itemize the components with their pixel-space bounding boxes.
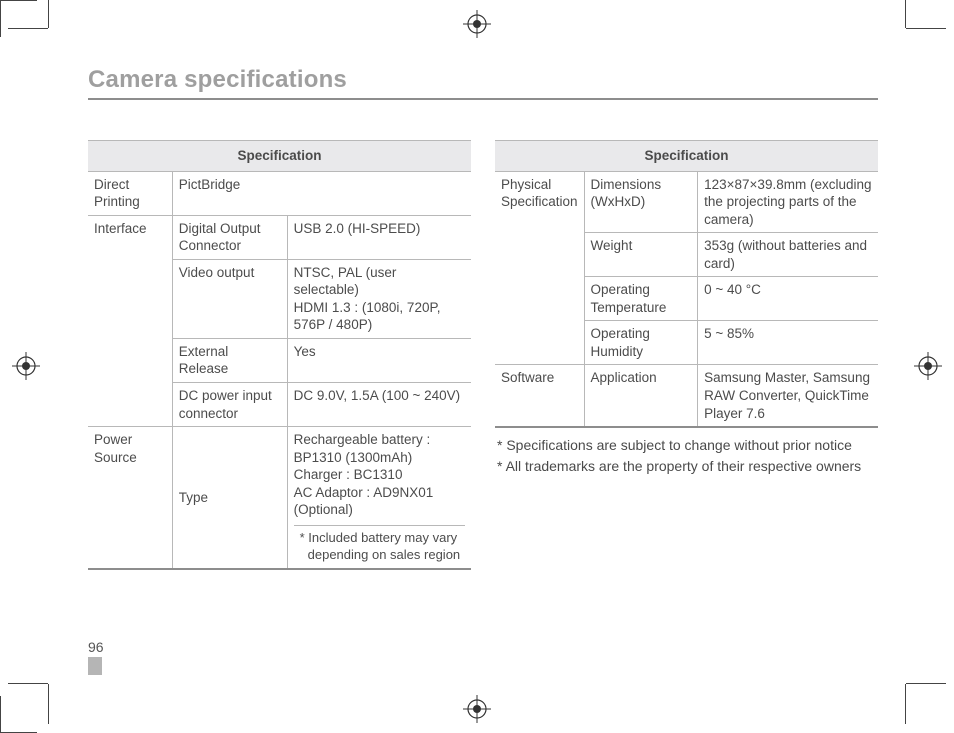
table-row: Direct Printing PictBridge <box>88 171 471 215</box>
table-row: Software Application Samsung Master, Sam… <box>495 365 878 427</box>
table-row: Physical Specification Dimensions (WxHxD… <box>495 171 878 233</box>
spec-value: 123×87×39.8mm (excluding the projecting … <box>698 171 878 233</box>
content-area: Camera specifications Specification Dire… <box>88 66 888 570</box>
spec-value: 5 ~ 85% <box>698 321 878 365</box>
page-title: Camera specifications <box>88 66 888 94</box>
spec-subcategory: DC power input connector <box>172 383 287 427</box>
spec-value-note: * Included battery may vary depending on… <box>294 525 465 564</box>
footnote: * All trademarks are the property of the… <box>495 457 878 476</box>
spec-value: Samsung Master, Samsung RAW Converter, Q… <box>698 365 878 427</box>
spec-subcategory: Weight <box>584 233 698 277</box>
table-row: Interface Digital Output Connector USB 2… <box>88 215 471 259</box>
spec-category: Physical Specification <box>495 171 584 365</box>
registration-mark-top <box>463 10 491 38</box>
spec-value: Rechargeable battery : BP1310 (1300mAh) … <box>287 427 471 569</box>
page-number-block: 96 <box>88 639 104 675</box>
spec-value: 353g (without batteries and card) <box>698 233 878 277</box>
registration-mark-bottom <box>463 695 491 723</box>
spec-table-right: Specification Physical Specification Dim… <box>495 140 878 428</box>
crop-mark-inner-bl-v <box>28 684 49 724</box>
page-tab-marker <box>88 657 102 675</box>
spec-subcategory: Operating Temperature <box>584 277 698 321</box>
spec-subcategory: Operating Humidity <box>584 321 698 365</box>
table-header: Specification <box>88 141 471 172</box>
title-rule <box>88 98 878 100</box>
spec-value: 0 ~ 40 °C <box>698 277 878 321</box>
spec-subcategory: Application <box>584 365 698 427</box>
crop-mark-inner-br-v <box>905 684 926 724</box>
right-column: Specification Physical Specification Dim… <box>495 140 878 570</box>
spec-value: USB 2.0 (HI-SPEED) <box>287 215 471 259</box>
registration-mark-left <box>12 352 40 380</box>
spec-value: PictBridge <box>172 171 471 215</box>
spec-category: Software <box>495 365 584 427</box>
page-number: 96 <box>88 639 104 655</box>
spec-category: Interface <box>88 215 172 426</box>
crop-mark-inner-tl-v <box>28 0 49 28</box>
columns: Specification Direct Printing PictBridge… <box>88 140 878 570</box>
spec-category: Direct Printing <box>88 171 172 215</box>
registration-mark-right <box>914 352 942 380</box>
spec-subcategory: External Release <box>172 338 287 382</box>
spec-value: DC 9.0V, 1.5A (100 ~ 240V) <box>287 383 471 427</box>
table-row: Power Source Type Rechargeable battery :… <box>88 427 471 569</box>
left-column: Specification Direct Printing PictBridge… <box>88 140 471 570</box>
table-header: Specification <box>495 141 878 172</box>
crop-mark-inner-tr-v <box>905 0 926 28</box>
spec-category: Power Source <box>88 427 172 569</box>
spec-subcategory: Dimensions (WxHxD) <box>584 171 698 233</box>
spec-subcategory: Digital Output Connector <box>172 215 287 259</box>
spec-table-left: Specification Direct Printing PictBridge… <box>88 140 471 570</box>
spec-subcategory: Type <box>172 427 287 569</box>
footnotes: * Specifications are subject to change w… <box>495 436 878 476</box>
spec-value: Yes <box>287 338 471 382</box>
footnote: * Specifications are subject to change w… <box>495 436 878 455</box>
spec-value: NTSC, PAL (user selectable) HDMI 1.3 : (… <box>287 259 471 338</box>
spec-subcategory: Video output <box>172 259 287 338</box>
